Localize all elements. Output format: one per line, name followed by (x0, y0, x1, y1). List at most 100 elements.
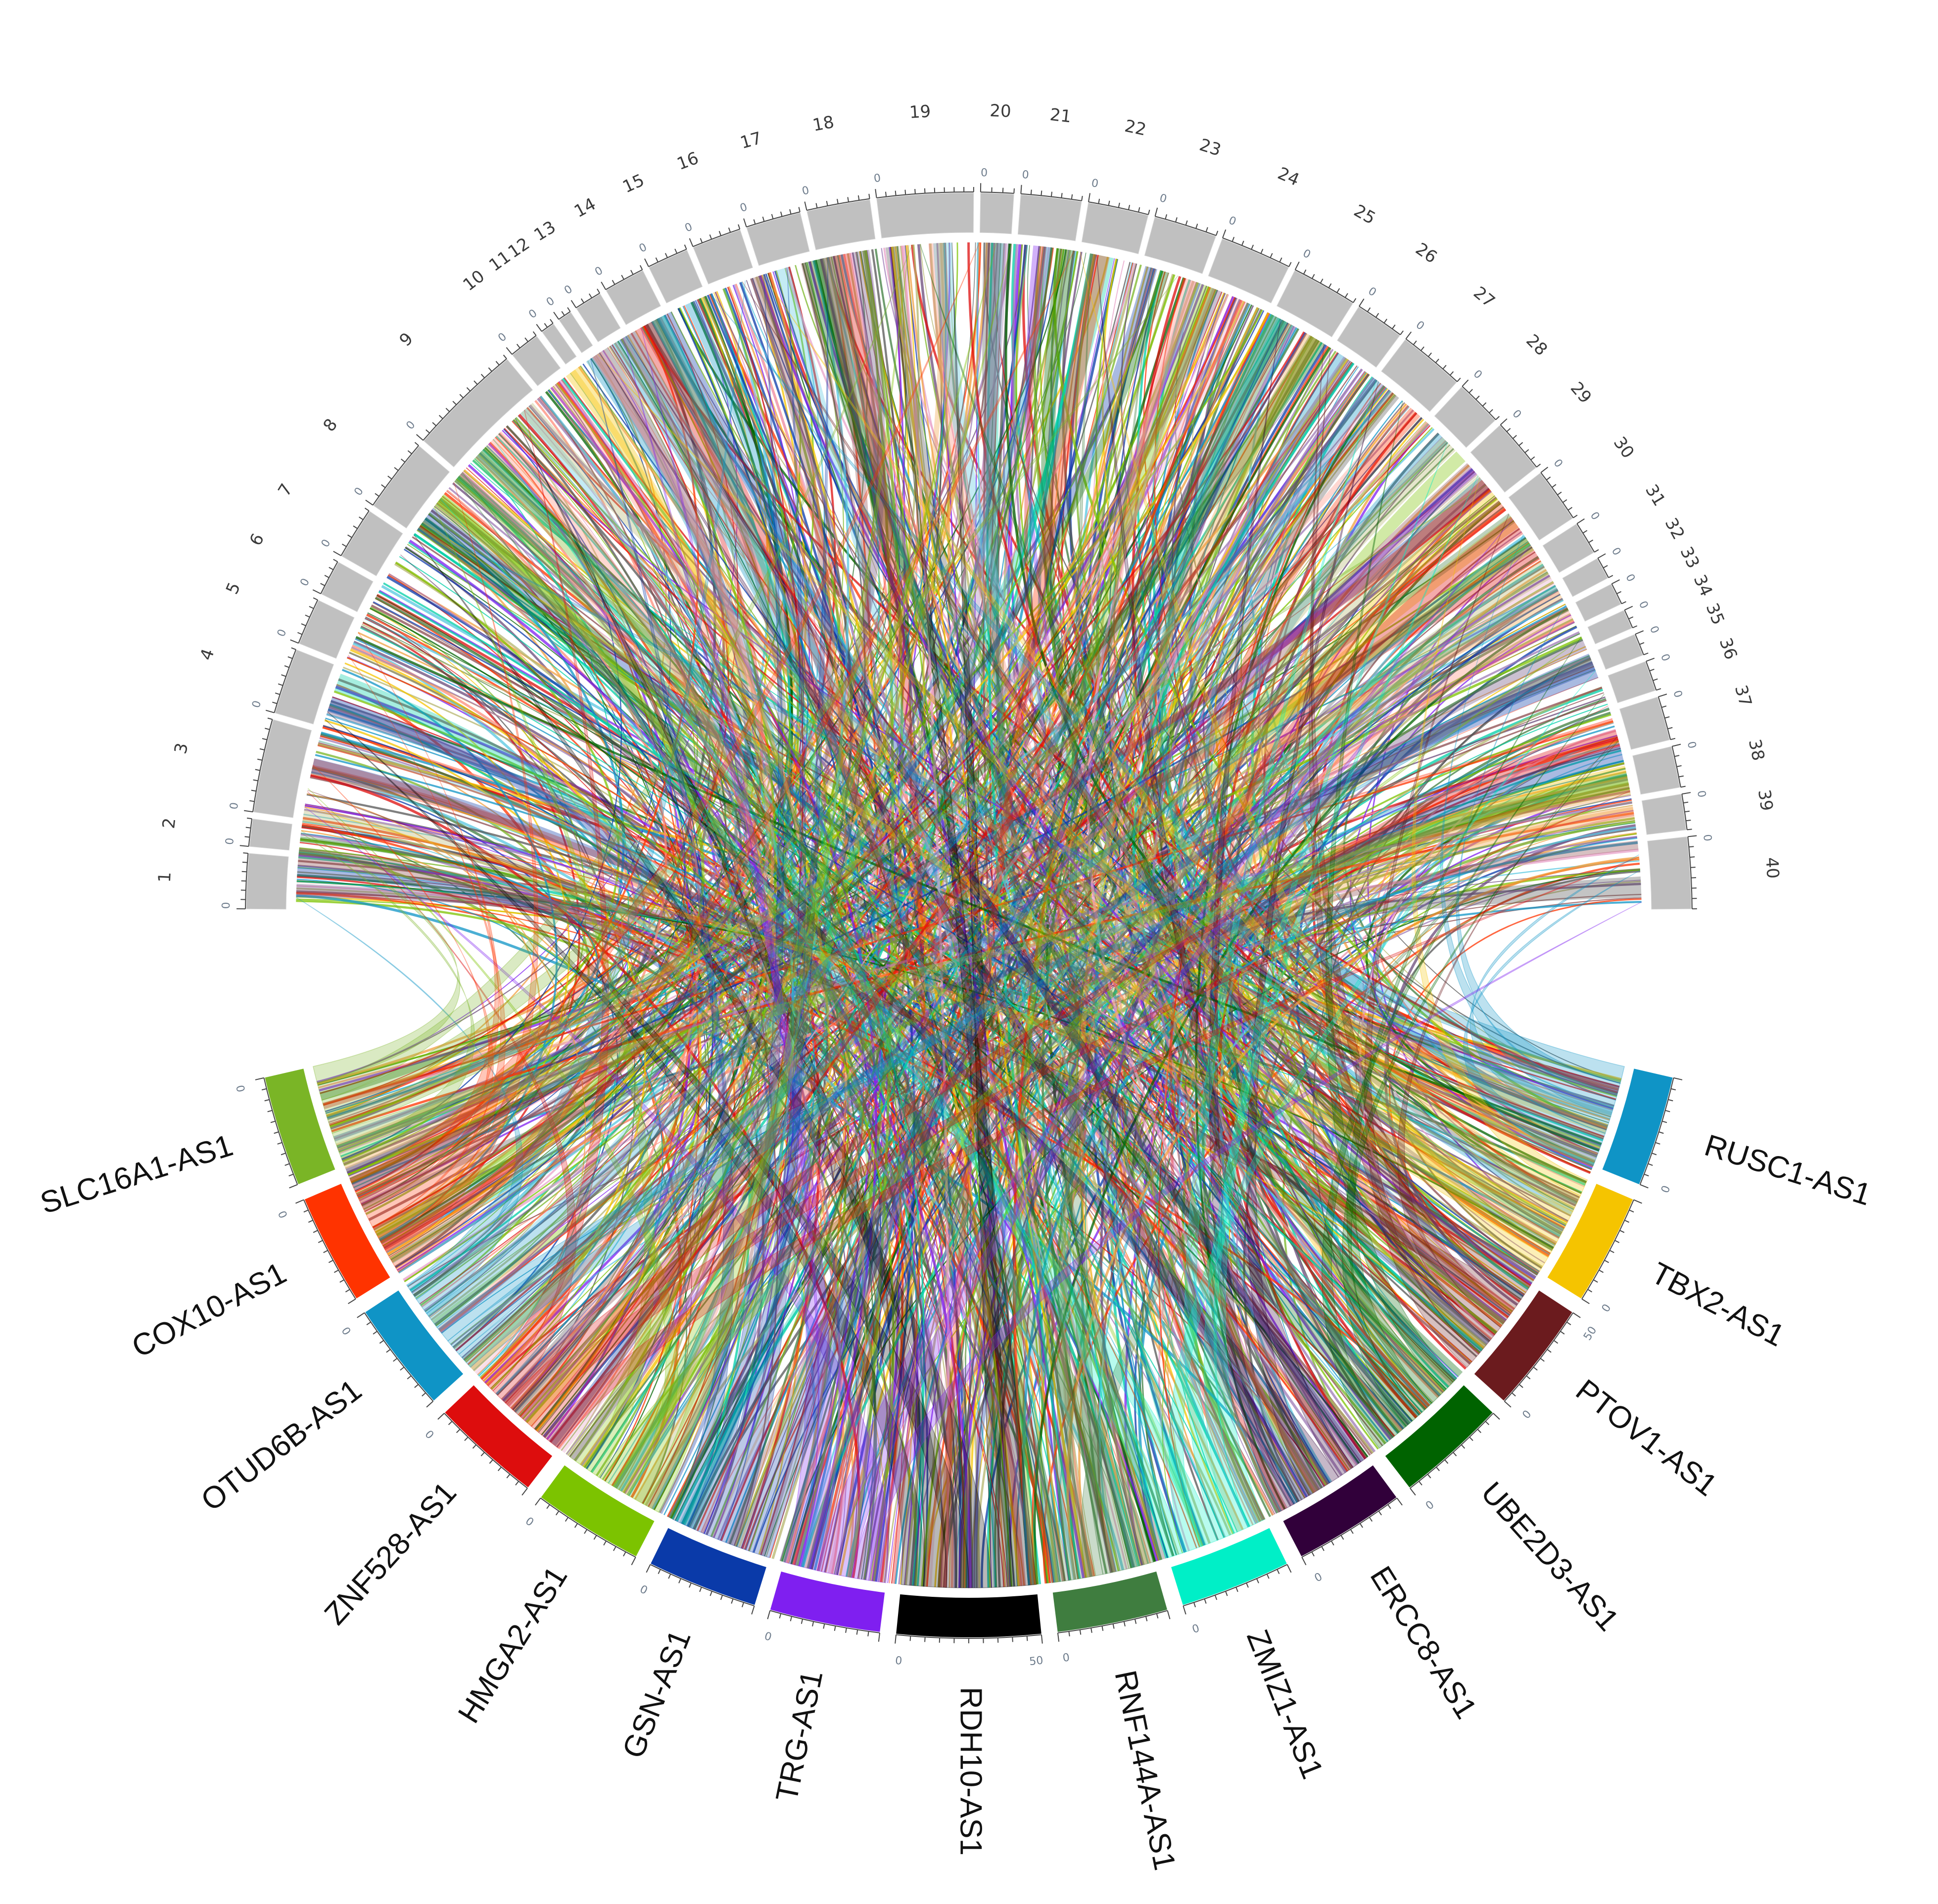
upper-tick-zero: 0 (250, 699, 264, 710)
chord-link (442, 496, 965, 1588)
gene-sector-znf528-as1 (445, 1385, 553, 1487)
upper-tick-zero: 0 (1670, 689, 1684, 699)
gene-sector-tick (1235, 1587, 1238, 1592)
chord-link (656, 318, 1587, 1183)
upper-sector-tick (1462, 379, 1469, 387)
upper-sector-tick (1506, 428, 1511, 432)
gene-bundle (1309, 348, 1490, 1355)
chord-link (688, 589, 1559, 1528)
chord-ribbon (462, 513, 1515, 1361)
upper-sector-tick (561, 311, 565, 316)
chord-link (455, 488, 1490, 1351)
upper-sector-label: 16 (674, 148, 702, 175)
upper-sector-tick (1683, 801, 1689, 804)
upper-sector-label: 26 (1412, 239, 1440, 268)
upper-sector-tick (257, 758, 263, 761)
chord-link (300, 833, 599, 1152)
chord-link (298, 852, 877, 1580)
gene-sector-tick (699, 1587, 702, 1592)
chord-link (1200, 631, 1614, 1107)
upper-sector-tick (1684, 810, 1690, 813)
upper-sector-label: 32 (1661, 514, 1689, 543)
upper-sector-tick (313, 597, 318, 601)
upper-tick-zero: 0 (593, 265, 605, 279)
gene-sector-tick (555, 1510, 560, 1516)
upper-sector-tick (612, 279, 615, 285)
chord-link (901, 245, 950, 1588)
upper-sector-axis (372, 445, 419, 506)
gene-sector-tick (366, 1321, 371, 1326)
upper-sector-tick (1594, 549, 1599, 553)
gene-bundle (1463, 870, 1641, 1166)
upper-sector-tick (495, 361, 500, 366)
chord-link (411, 252, 1087, 1293)
chord-link (316, 300, 738, 1082)
upper-sector-tick (301, 623, 306, 626)
chord-link (378, 489, 667, 1239)
chord-link (812, 260, 1608, 1127)
chord-link (512, 419, 957, 1588)
upper-sector-axis (746, 211, 801, 228)
gene-sector-tick (426, 1400, 434, 1408)
upper-sector-3 (253, 719, 312, 818)
gene-sector-tick (1145, 1616, 1148, 1622)
upper-sector-tick (1336, 288, 1340, 293)
gene-sector-tick (422, 1392, 426, 1397)
chord-link (300, 833, 1035, 1585)
upper-sector-tick (1656, 688, 1661, 691)
chord-ribbon (1016, 283, 1218, 1585)
gene-sector-tick (1665, 1110, 1670, 1113)
upper-sector-label: 7 (274, 480, 296, 500)
chord-link (341, 669, 558, 1241)
upper-sector-tick (333, 558, 338, 562)
upper-sector-tick (1632, 625, 1638, 629)
gene-sector-tick (646, 1564, 651, 1573)
gene-sector-tick (834, 1625, 836, 1631)
chord-link (463, 470, 1556, 1245)
upper-sector-27 (1381, 339, 1457, 412)
upper-sector-tick (1260, 248, 1264, 254)
upper-sector-tick (1646, 657, 1655, 662)
upper-sector-tick (290, 639, 299, 644)
chord-link (877, 359, 1350, 1582)
gene-label: RNF144A-AS1 (1108, 1668, 1182, 1873)
gene-sector-tick (1453, 1452, 1457, 1456)
upper-sector-tick (789, 209, 792, 215)
chord-ribbon (1223, 501, 1515, 1315)
chord-link (735, 358, 1348, 1547)
upper-sector-31 (1542, 523, 1594, 573)
upper-sector-8 (373, 446, 450, 529)
gene-sector-tick (895, 1634, 897, 1644)
upper-sector-37 (1619, 697, 1670, 750)
upper-sector-tick (771, 214, 774, 219)
gene-sector-tick (1640, 1184, 1649, 1189)
gene-sector-tick (1436, 1467, 1440, 1471)
upper-sector-label: 6 (246, 530, 268, 549)
upper-sector-tick (1674, 755, 1680, 757)
upper-sector-tick (1682, 792, 1691, 795)
upper-sector-tick (297, 632, 303, 635)
chord-link (630, 332, 1565, 1229)
upper-sector-tick (753, 219, 756, 225)
gene-sector-tick (1609, 1250, 1614, 1254)
upper-sector-axis (320, 561, 338, 594)
chord-link (1066, 857, 1640, 1580)
chord-link (338, 678, 1060, 1582)
upper-sector-axis (1405, 338, 1458, 382)
upper-sector-tick (524, 337, 528, 342)
upper-sector-tick (1222, 229, 1227, 238)
gene-bundle (569, 242, 997, 1468)
gene-sector-tick (1276, 1569, 1280, 1574)
gene-tick-zero: 0 (763, 1630, 773, 1644)
chord-link (1034, 307, 1259, 1581)
gene-sector-hmga2-as1 (541, 1465, 655, 1556)
upper-sector-axis (1646, 661, 1657, 691)
upper-sector-tick (847, 197, 850, 202)
upper-sector-tick (1303, 269, 1307, 275)
chord-link (1356, 743, 1620, 1342)
gene-sector-slc16a1-as1 (265, 1068, 335, 1184)
gene-sector-tick (497, 1467, 502, 1471)
gene-bundle (349, 242, 980, 1197)
chord-link (976, 242, 1149, 1564)
chord-link (513, 419, 901, 1580)
